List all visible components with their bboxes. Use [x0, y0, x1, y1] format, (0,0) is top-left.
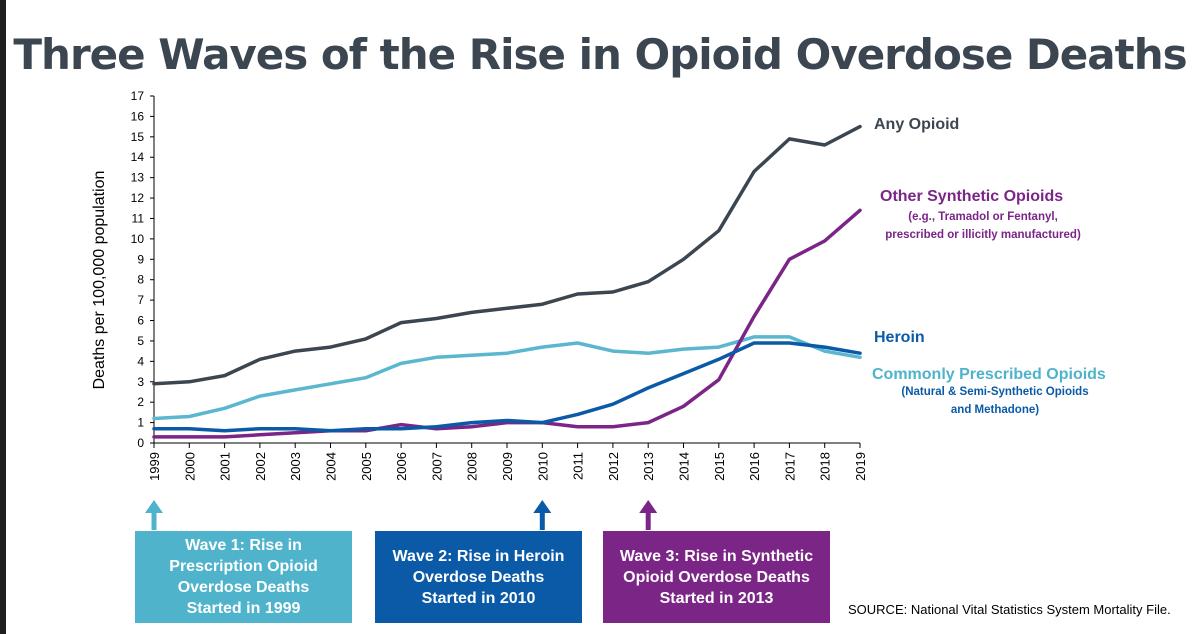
series-line-other-synthetic-opioids	[152, 208, 862, 439]
label-other-synthetic: Other Synthetic Opioids	[880, 188, 1063, 205]
label-any-opioid: Any Opioid	[874, 116, 959, 133]
prescribed-note-line2: and Methadone)	[950, 404, 1040, 416]
wave-3-label: Wave 3: Rise in Synthetic Opioid Overdos…	[619, 547, 814, 607]
x-tick-label: 2002	[253, 452, 268, 481]
x-tick-label: 2013	[641, 452, 656, 481]
y-tick-label: 12	[131, 191, 145, 205]
y-tick-label: 0	[137, 436, 144, 450]
series-line-commonly-prescribed-opioids	[152, 335, 862, 421]
wave-1-arrow-head	[145, 500, 163, 513]
prescribed-note: (Natural & Semi-Synthetic Opioids and Me…	[880, 383, 1110, 419]
chart-lines	[152, 124, 862, 439]
page-title: Three Waves of the Rise in Opioid Overdo…	[13, 30, 1187, 79]
x-tick-label: 2005	[359, 452, 374, 481]
y-tick-label: 16	[131, 109, 145, 123]
x-tick-label: 2006	[394, 452, 409, 481]
x-tick-label: 1999	[147, 452, 162, 481]
wave-2-arrow-head	[533, 500, 552, 513]
prescribed-note-line1: (Natural & Semi-Synthetic Opioids	[901, 386, 1089, 398]
x-tick-label: 2009	[500, 452, 515, 481]
y-tick-label: 10	[131, 232, 145, 246]
synthetic-note-line2: prescribed or illicitly manufactured)	[885, 229, 1081, 241]
x-tick-label: 2010	[535, 452, 550, 481]
y-tick-label: 1	[137, 416, 144, 430]
x-tick-label: 2015	[712, 452, 727, 481]
y-tick-label: 14	[131, 150, 145, 164]
label-commonly-prescribed: Commonly Prescribed Opioids	[872, 366, 1106, 383]
wave-3-arrow-head	[639, 500, 658, 513]
x-tick-label: 2001	[218, 452, 233, 481]
x-tick-label: 2004	[324, 452, 339, 481]
y-axis-label: Deaths per 100,000 population	[91, 171, 108, 390]
window-edge	[0, 0, 6, 634]
x-tick-label: 2008	[465, 452, 480, 481]
wave-2-label: Wave 2: Rise in Heroin Overdose Deaths S…	[392, 547, 565, 607]
x-tick-label: 2014	[677, 452, 692, 481]
y-tick-label: 6	[137, 314, 144, 328]
series-line-heroin	[152, 341, 862, 433]
y-tick-label: 4	[137, 354, 144, 368]
x-tick-label: 2007	[429, 452, 444, 481]
series-line-any-opioid	[152, 124, 862, 386]
y-tick-label: 13	[131, 171, 145, 185]
y-tick-label: 8	[137, 273, 144, 287]
y-tick-label: 15	[131, 130, 145, 144]
label-heroin: Heroin	[874, 329, 925, 346]
y-tick-label: 9	[137, 252, 144, 266]
y-tick-label: 7	[137, 293, 144, 307]
x-tick-label: 2000	[182, 452, 197, 481]
wave-2-box: Wave 2: Rise in Heroin Overdose Deaths S…	[375, 531, 582, 623]
y-tick-label: 3	[137, 375, 144, 389]
y-tick-label: 5	[137, 334, 144, 348]
y-tick-label: 2	[137, 395, 144, 409]
x-tick-label: 2017	[782, 452, 797, 481]
x-tick-label: 2019	[853, 452, 868, 481]
x-tick-label: 2011	[571, 452, 586, 480]
source-note: SOURCE: National Vital Statistics System…	[848, 602, 1171, 617]
synthetic-note: (e.g., Tramadol or Fentanyl, prescribed …	[868, 208, 1098, 244]
wave-3-box: Wave 3: Rise in Synthetic Opioid Overdos…	[603, 531, 830, 623]
wave-1-label: Wave 1: Rise in Prescription Opioid Over…	[169, 537, 318, 617]
y-tick-label: 11	[132, 211, 145, 225]
wave-arrows	[145, 500, 658, 530]
x-tick-label: 2003	[288, 452, 303, 481]
x-tick-label: 2018	[818, 452, 833, 481]
wave-1-box: Wave 1: Rise in Prescription Opioid Over…	[135, 531, 352, 623]
x-tick-label: 2012	[606, 452, 621, 481]
synthetic-note-line1: (e.g., Tramadol or Fentanyl,	[908, 211, 1058, 223]
x-tick-label: 2016	[747, 452, 762, 481]
y-tick-label: 17	[131, 89, 145, 103]
